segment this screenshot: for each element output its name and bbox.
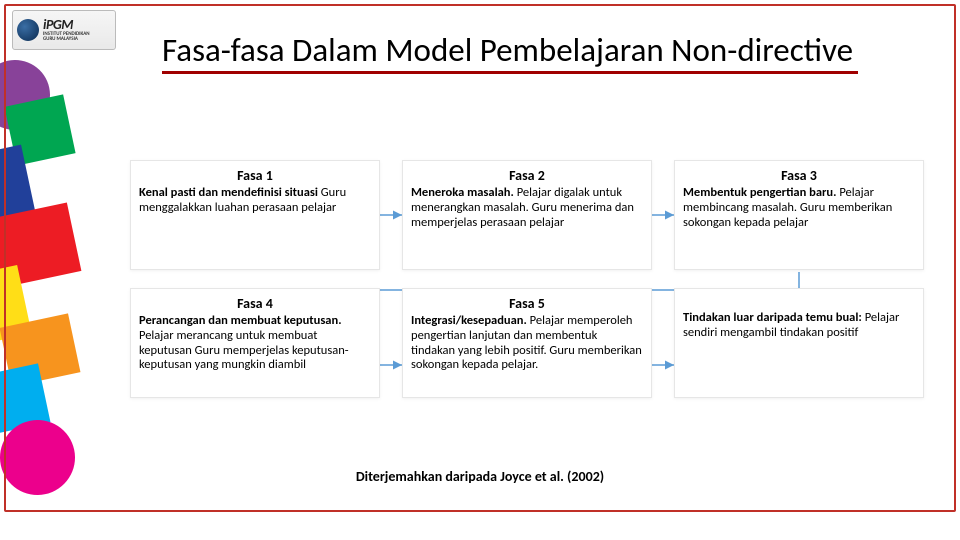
phase-grid: Fasa 1 Kenal pasti dan mendefinisi situa… [130, 160, 930, 416]
phase-card: Fasa 2 Meneroka masalah. Pelajar digalak… [402, 160, 652, 270]
card-body: Tindakan luar daripada temu bual: Pelaja… [683, 311, 915, 341]
card-body: Meneroka masalah. Pelajar digalak untuk … [411, 186, 643, 230]
grid-row: Fasa 1 Kenal pasti dan mendefinisi situa… [130, 160, 930, 270]
card-title: Fasa 3 [683, 167, 915, 184]
phase-card: Tindakan luar daripada temu bual: Pelaja… [674, 288, 924, 398]
card-body: Kenal pasti dan mendefinisi situasi Guru… [139, 186, 371, 216]
card-body: Membentuk pengertian baru. Pelajar membi… [683, 186, 915, 230]
logo-text-sub2: GURU MALAYSIA [43, 37, 90, 42]
logo: iPGM INSTITUT PENDIDIKAN GURU MALAYSIA [12, 10, 116, 50]
phase-card: Fasa 3 Membentuk pengertian baru. Pelaja… [674, 160, 924, 270]
logo-text-main: iPGM [43, 18, 90, 32]
phase-card: Fasa 1 Kenal pasti dan mendefinisi situa… [130, 160, 380, 270]
side-decoration [0, 60, 80, 520]
card-title: Fasa 4 [139, 295, 371, 312]
phase-card: Fasa 4 Perancangan dan membuat keputusan… [130, 288, 380, 398]
phase-card: Fasa 5 Integrasi/kesepaduan. Pelajar mem… [402, 288, 652, 398]
citation: Diterjemahkan daripada Joyce et al. (200… [0, 468, 960, 485]
logo-mark-icon [17, 19, 39, 41]
grid-row: Fasa 4 Perancangan dan membuat keputusan… [130, 288, 930, 398]
card-title: Fasa 2 [411, 167, 643, 184]
card-title: Fasa 1 [139, 167, 371, 184]
card-body: Perancangan dan membuat keputusan. Pelaj… [139, 314, 371, 373]
card-body: Integrasi/kesepaduan. Pelajar memperoleh… [411, 314, 643, 373]
page-title: Fasa-fasa Dalam Model Pembelajaran Non-d… [162, 32, 902, 68]
card-title: Fasa 5 [411, 295, 643, 312]
